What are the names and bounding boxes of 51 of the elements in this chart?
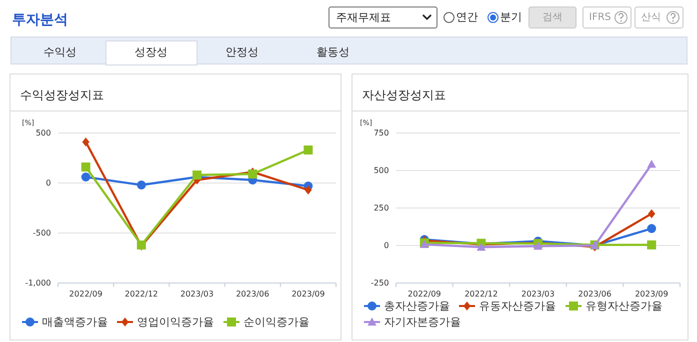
point bbox=[647, 160, 656, 168]
text: 안정성 bbox=[226, 46, 258, 58]
y-tick-label: 500 bbox=[36, 128, 51, 138]
x-tick-label: 2022/09 bbox=[69, 290, 102, 298]
point bbox=[647, 240, 656, 250]
text: 산식 bbox=[641, 12, 661, 23]
x-tick-label: 2023/06 bbox=[236, 290, 270, 298]
x-tick-label: 2023/03 bbox=[521, 290, 555, 298]
legend-label: 유동자산증가율 bbox=[479, 300, 556, 312]
point bbox=[81, 162, 90, 172]
y-tick-label: 0 bbox=[384, 241, 389, 250]
text: 주재무제표 bbox=[336, 11, 391, 24]
text: IFRS bbox=[589, 12, 611, 23]
text: 성장성 bbox=[134, 46, 168, 58]
text: 수익성 bbox=[44, 46, 76, 58]
x-tick-label: 2023/09 bbox=[634, 290, 668, 298]
y-tick-label: -500 bbox=[32, 228, 51, 238]
y-tick-label: 250 bbox=[374, 204, 389, 212]
point bbox=[136, 180, 146, 190]
text: 투자분석 bbox=[12, 12, 68, 28]
x-tick-label: 2022/09 bbox=[408, 290, 442, 298]
legend-label: 유형자산증가율 bbox=[586, 300, 662, 312]
legend-label: 총자산증가율 bbox=[384, 300, 450, 312]
legend-label: 매출액증가율 bbox=[42, 316, 108, 328]
text: 검색 bbox=[542, 12, 562, 23]
x-tick-label: 2022/12 bbox=[464, 290, 498, 298]
point bbox=[81, 172, 90, 182]
point bbox=[476, 242, 486, 251]
text: 활동성 bbox=[316, 46, 350, 58]
y-tick-label: 500 bbox=[374, 166, 389, 175]
text: 연간 bbox=[456, 10, 478, 24]
x-tick-label: 2023/06 bbox=[578, 290, 612, 298]
chart-title: 수익성장성지표 bbox=[20, 88, 104, 102]
y-tick-label: 0 bbox=[46, 178, 51, 188]
point bbox=[648, 209, 656, 218]
x-tick-label: 2023/03 bbox=[180, 290, 214, 298]
y-tick-label: 750 bbox=[374, 128, 389, 138]
text: 분기 bbox=[500, 10, 522, 24]
point bbox=[647, 224, 656, 234]
point bbox=[304, 186, 312, 194]
chart-title: 자산성장성지표 bbox=[362, 88, 446, 102]
x-tick-label: 2023/09 bbox=[292, 290, 325, 298]
x-tick-label: 2022/12 bbox=[124, 290, 158, 298]
point bbox=[534, 242, 542, 250]
y-tick-label: -1,000 bbox=[25, 278, 51, 288]
legend-label: 영업이익증가율 bbox=[137, 316, 214, 328]
legend-label: 순이익증가율 bbox=[244, 316, 310, 328]
legend-label: 자기자본증가율 bbox=[384, 316, 461, 328]
y-tick-label: -250 bbox=[370, 278, 389, 288]
point bbox=[304, 146, 313, 154]
point bbox=[82, 138, 90, 146]
